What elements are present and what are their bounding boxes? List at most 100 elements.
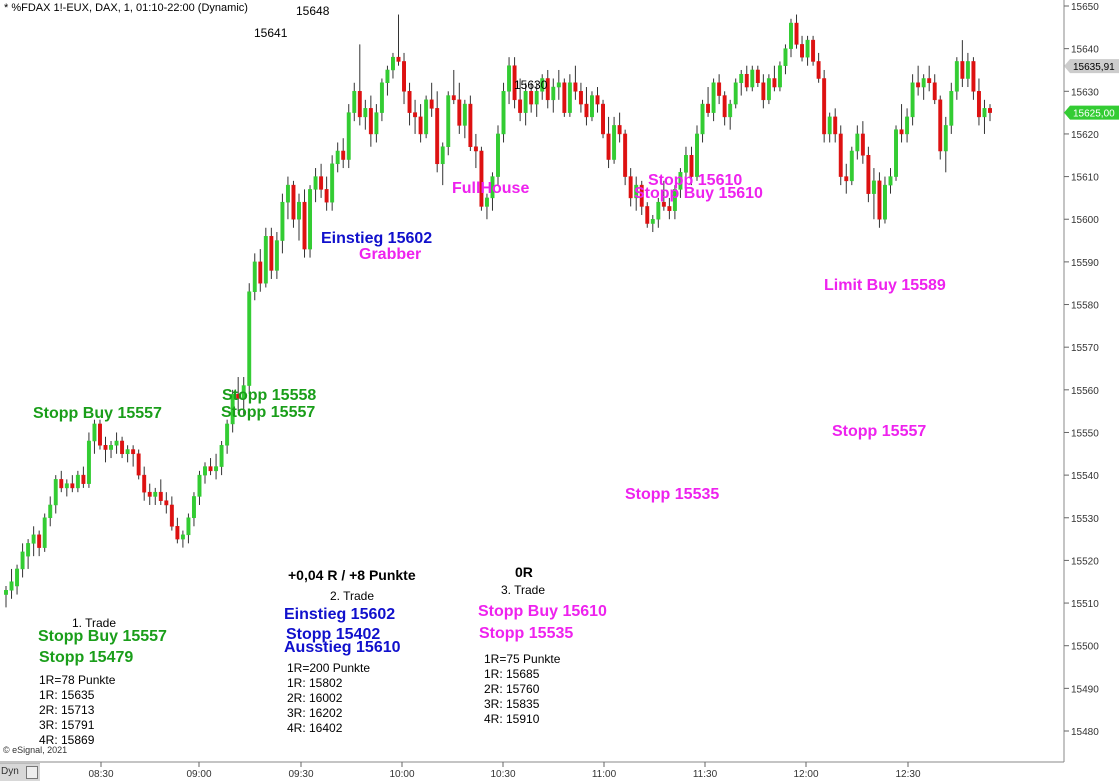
trade-2-result: +0,04 R / +8 Punkte — [288, 567, 416, 583]
candle — [606, 133, 611, 160]
candle — [501, 91, 506, 135]
candle — [158, 491, 163, 501]
candle — [440, 146, 445, 165]
candle — [766, 78, 771, 101]
candle — [225, 423, 230, 446]
candle — [9, 581, 14, 591]
candle — [678, 172, 683, 190]
candle — [567, 82, 572, 113]
candle — [711, 82, 716, 113]
candle — [385, 69, 390, 84]
candle — [363, 108, 368, 118]
candle — [507, 65, 512, 92]
candle — [208, 466, 213, 472]
candle — [219, 445, 224, 467]
candle — [490, 176, 495, 199]
candle — [86, 440, 91, 484]
candle — [197, 474, 202, 497]
trade-1-levels: 1R=78 Punkte 1R: 15635 2R: 15713 3R: 157… — [39, 673, 115, 748]
candle — [451, 95, 456, 101]
candle — [341, 150, 346, 160]
candle — [805, 39, 810, 58]
trade-3-level: 1R: 15685 — [484, 667, 540, 681]
candle — [335, 150, 340, 165]
candle — [269, 236, 274, 271]
candle — [396, 56, 401, 62]
candle — [484, 197, 489, 207]
trade-1-level: 2R: 15713 — [39, 703, 95, 717]
candle — [971, 61, 976, 92]
candle — [368, 108, 373, 135]
candle — [755, 69, 760, 84]
candle — [816, 61, 821, 79]
candle — [53, 479, 58, 506]
price-tick-label: 15500 — [1071, 642, 1099, 653]
trade-1-entry: Stopp Buy 15557 — [38, 628, 167, 645]
trade-3-level: 1R=75 Punkte — [484, 652, 561, 666]
candle — [612, 125, 617, 160]
price-tick-label: 15590 — [1071, 258, 1099, 269]
candle — [418, 116, 423, 135]
price-tick-label: 15610 — [1071, 173, 1099, 184]
candle — [838, 133, 843, 177]
trade-2-level: 1R=200 Punkte — [287, 661, 371, 675]
candle — [37, 534, 42, 548]
candle — [131, 449, 136, 455]
scroll-button[interactable] — [26, 766, 38, 779]
price-tick-label: 15550 — [1071, 428, 1099, 439]
candle — [203, 466, 207, 476]
candle — [860, 133, 865, 156]
candle — [313, 176, 318, 190]
time-tick-label: 10:30 — [490, 769, 515, 780]
candle — [435, 108, 440, 165]
candle — [468, 103, 473, 147]
candle — [728, 103, 733, 118]
candle — [357, 91, 362, 118]
candle — [634, 184, 639, 199]
candle — [512, 65, 517, 101]
dynamic-mode-bar[interactable]: Dyn — [0, 763, 40, 781]
candle — [20, 551, 25, 570]
annotation-stopp-15558: Stopp 15558 — [222, 387, 317, 404]
candle — [81, 474, 86, 484]
candle — [352, 91, 357, 113]
candle — [136, 453, 141, 476]
price-tick-label: 15490 — [1071, 684, 1099, 695]
candle — [667, 206, 672, 211]
candle — [988, 108, 992, 113]
candle — [811, 39, 816, 62]
candle — [672, 189, 677, 211]
price-axis[interactable]: 15480 15490 15500 15510 15520 15530 15540 15550… — [1063, 0, 1119, 762]
trade-3-level: 3R: 15835 — [484, 697, 540, 711]
candle — [473, 146, 478, 152]
candle — [578, 91, 583, 105]
candle — [59, 479, 64, 489]
peak-label: 15630 — [514, 78, 548, 92]
candle — [346, 112, 351, 160]
trade-2-level: 3R: 16202 — [287, 706, 343, 720]
candle — [324, 189, 329, 203]
time-axis[interactable]: 08:30 09:00 09:30 10:00 10:30 11:00 11:30 12:00… — [0, 761, 1064, 780]
candle — [877, 180, 882, 220]
annotation-stopp-buy-15557: Stopp Buy 15557 — [33, 405, 162, 422]
copyright-text: © eSignal, 2021 — [3, 745, 68, 755]
candle — [645, 206, 650, 224]
candle — [938, 99, 943, 152]
candle — [540, 78, 545, 92]
candle — [330, 163, 335, 203]
candle — [479, 150, 484, 207]
annotation-stopp-15610: Stopp 15610 — [648, 172, 743, 189]
candle — [64, 483, 69, 489]
candle — [717, 82, 722, 96]
candle — [169, 504, 174, 527]
candle — [534, 91, 539, 105]
current-price-label: 15635,91 — [1073, 62, 1115, 73]
time-tick-label: 10:00 — [389, 769, 414, 780]
candle — [733, 82, 738, 105]
candle — [230, 393, 235, 425]
candle — [274, 240, 279, 271]
candle — [916, 82, 921, 88]
trade-3-level: 4R: 15910 — [484, 712, 540, 726]
trade-2-label: 2. Trade — [330, 589, 375, 603]
